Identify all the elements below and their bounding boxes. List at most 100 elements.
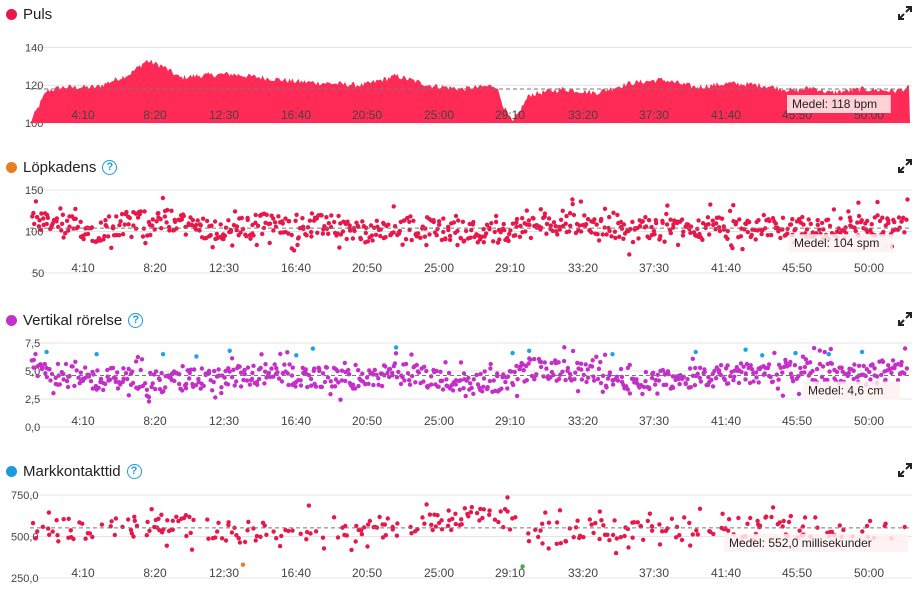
data-point bbox=[741, 364, 746, 369]
data-point bbox=[251, 363, 256, 368]
data-point bbox=[753, 370, 759, 375]
data-point bbox=[826, 352, 831, 357]
data-point bbox=[363, 230, 368, 236]
data-point bbox=[860, 529, 865, 534]
data-point bbox=[435, 513, 440, 518]
data-point bbox=[358, 528, 364, 533]
y-tick-label: 750,0 bbox=[11, 490, 39, 502]
data-point bbox=[83, 365, 88, 370]
average-label-bg bbox=[789, 234, 893, 253]
x-tick-label: 12:30 bbox=[209, 566, 239, 580]
data-point bbox=[458, 378, 463, 383]
data-point bbox=[550, 228, 555, 234]
data-point bbox=[658, 234, 663, 239]
data-point bbox=[403, 237, 409, 242]
data-point bbox=[725, 228, 730, 234]
x-tick-label: 25:00 bbox=[424, 261, 454, 275]
data-point bbox=[121, 376, 126, 381]
data-point bbox=[590, 358, 595, 363]
data-point bbox=[45, 215, 51, 220]
data-point bbox=[198, 386, 203, 391]
data-point bbox=[471, 391, 476, 396]
data-point bbox=[695, 226, 700, 231]
data-point bbox=[719, 216, 725, 221]
data-point bbox=[408, 214, 413, 219]
data-point bbox=[756, 218, 761, 223]
data-point bbox=[690, 532, 695, 537]
data-point bbox=[790, 217, 795, 222]
data-point bbox=[422, 234, 428, 239]
data-point bbox=[440, 378, 445, 383]
data-point bbox=[391, 230, 396, 235]
data-point bbox=[526, 539, 532, 544]
data-point bbox=[505, 509, 510, 514]
data-point bbox=[219, 536, 225, 541]
expand-icon[interactable] bbox=[898, 312, 912, 326]
data-point bbox=[291, 248, 297, 253]
data-point bbox=[726, 517, 732, 522]
data-point bbox=[128, 527, 134, 533]
data-point bbox=[308, 531, 313, 536]
expand-icon[interactable] bbox=[898, 159, 912, 173]
data-point bbox=[156, 516, 161, 521]
data-point bbox=[359, 532, 365, 537]
data-point bbox=[132, 514, 137, 519]
data-point bbox=[214, 231, 219, 237]
data-point bbox=[513, 233, 518, 238]
data-point bbox=[740, 246, 745, 252]
data-point bbox=[435, 226, 440, 232]
data-point bbox=[638, 523, 643, 529]
data-point bbox=[788, 222, 794, 227]
data-point bbox=[523, 229, 528, 234]
data-point bbox=[902, 346, 908, 351]
data-point bbox=[582, 213, 587, 218]
data-point bbox=[514, 216, 520, 222]
data-point bbox=[815, 222, 820, 228]
data-point bbox=[597, 509, 602, 514]
data-point bbox=[879, 372, 884, 377]
data-point bbox=[315, 230, 320, 235]
data-point bbox=[350, 382, 356, 387]
data-point bbox=[112, 532, 118, 538]
data-point bbox=[728, 374, 733, 379]
data-point bbox=[813, 515, 818, 520]
expand-icon[interactable] bbox=[898, 6, 912, 20]
data-point bbox=[250, 370, 255, 376]
data-point bbox=[462, 238, 467, 243]
data-point bbox=[424, 242, 429, 248]
data-point bbox=[87, 531, 93, 536]
data-point bbox=[153, 386, 158, 392]
data-point bbox=[392, 361, 398, 366]
data-point bbox=[665, 203, 670, 208]
data-point bbox=[395, 521, 400, 526]
help-icon[interactable]: ? bbox=[126, 463, 142, 479]
data-point bbox=[31, 357, 36, 363]
data-point bbox=[188, 367, 193, 372]
data-point bbox=[48, 378, 53, 383]
help-icon[interactable]: ? bbox=[128, 312, 144, 328]
data-point bbox=[706, 375, 711, 380]
data-point bbox=[335, 231, 340, 236]
data-point bbox=[542, 214, 547, 219]
data-point bbox=[126, 517, 131, 522]
data-point bbox=[62, 231, 68, 236]
data-point bbox=[329, 213, 334, 218]
help-icon[interactable]: ? bbox=[102, 159, 118, 175]
expand-icon[interactable] bbox=[898, 463, 912, 477]
y-tick-label: 150 bbox=[25, 185, 43, 197]
data-point bbox=[808, 221, 813, 227]
data-point bbox=[775, 225, 781, 231]
data-point bbox=[716, 225, 722, 230]
data-point bbox=[30, 214, 35, 219]
data-point bbox=[468, 381, 473, 386]
data-point bbox=[600, 373, 606, 378]
data-point bbox=[119, 211, 125, 217]
x-tick-label: 29:10 bbox=[495, 261, 525, 275]
data-point bbox=[386, 222, 391, 227]
data-point bbox=[150, 217, 155, 222]
average-label-bg bbox=[787, 95, 891, 113]
data-point bbox=[718, 372, 723, 378]
data-point bbox=[59, 221, 65, 226]
data-point bbox=[463, 393, 468, 399]
